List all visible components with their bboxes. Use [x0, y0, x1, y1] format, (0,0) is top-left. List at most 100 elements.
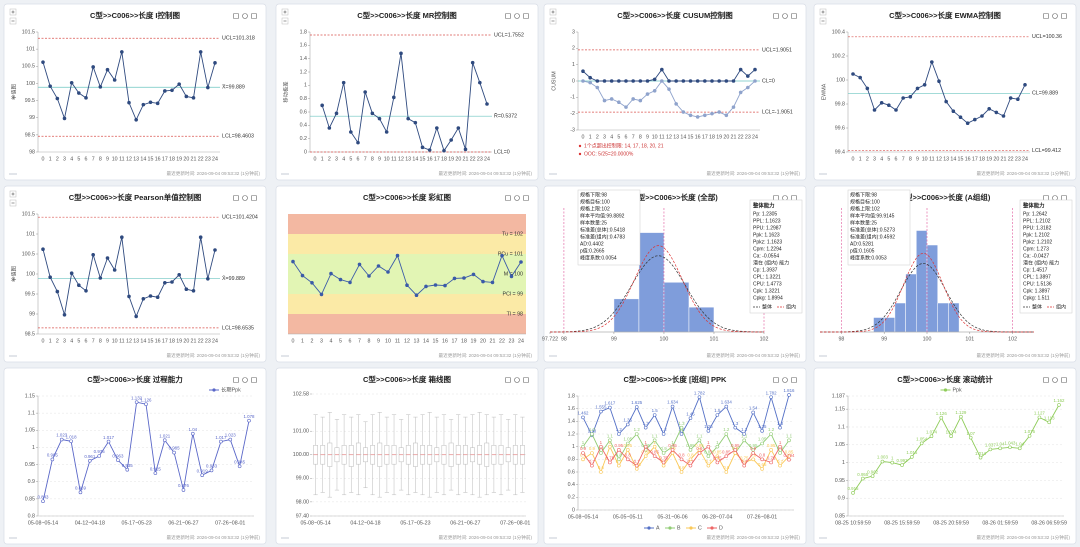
data-point [631, 79, 635, 83]
data-point [120, 50, 124, 54]
x-tick-label: 13 [943, 156, 949, 162]
data-point [652, 444, 657, 449]
data-label: 0.993 [897, 458, 909, 463]
toolbar-icon[interactable] [251, 195, 257, 201]
toolbar-icon[interactable] [773, 377, 779, 383]
data-point [599, 409, 603, 414]
x-tick-label: 05-31~06-06 [657, 514, 687, 520]
update-time: 最近更新时间: 2026-09-04 09:53:32 (1分钟前) [977, 170, 1071, 177]
data-point [670, 404, 675, 409]
data-point [153, 471, 158, 475]
x-tick-label: 23 [1015, 156, 1021, 162]
y-tick-label: 100.2 [832, 53, 845, 59]
panel-title: C型>>C006>>长度 过程能力 [87, 374, 182, 384]
toolbar-icon[interactable] [1061, 13, 1067, 19]
data-label: 0.85 [641, 449, 650, 454]
data-point [697, 438, 702, 443]
x-tick-label: 99 [611, 336, 617, 342]
toolbar-icon[interactable] [514, 195, 520, 201]
x-tick-label: 17 [452, 338, 458, 344]
toolbar-icon[interactable] [791, 377, 797, 383]
toolbar-icon[interactable] [251, 13, 257, 19]
toolbar-icon[interactable] [1043, 377, 1049, 383]
x-tick-label: 18 [169, 338, 175, 344]
normal-curve [820, 252, 1034, 333]
data-point [228, 437, 233, 442]
stat-text: 规格下限:98 [580, 191, 607, 198]
x-tick-label: 7 [364, 156, 367, 162]
x-tick-label: 17 [972, 156, 978, 162]
y-tick-label: 2 [572, 46, 575, 52]
panel-title: C型>>C006>>长度 I控制图 [90, 10, 181, 20]
legend-marker [647, 526, 651, 530]
toolbar-icon[interactable] [242, 377, 248, 383]
data-point [731, 105, 736, 109]
toolbar-icon[interactable] [782, 13, 788, 19]
data-point [177, 272, 181, 277]
data-point [367, 274, 371, 278]
toolbar-icon[interactable] [523, 13, 529, 19]
data-point [356, 140, 360, 145]
note: 1个点超出控制限: 14, 17, 18, 20, 21 [584, 142, 664, 149]
data-point [645, 79, 650, 83]
legend-label: 整体 [1032, 303, 1042, 310]
toolbar-icon[interactable] [1043, 13, 1049, 19]
data-point [697, 395, 702, 399]
x-tick-label: 13 [414, 338, 420, 344]
panel-title: C型>>C006>>长度 (全部) [632, 192, 718, 202]
toolbar-icon[interactable] [1061, 377, 1067, 383]
data-point [715, 454, 720, 458]
data-label: 1.617 [604, 401, 616, 406]
toolbar-icon[interactable] [233, 377, 239, 383]
x-tick-label: 6 [85, 156, 88, 162]
data-point [643, 444, 648, 449]
toolbar-icon[interactable] [1052, 377, 1058, 383]
data-label: 0.6 [678, 465, 685, 470]
x-tick-label: 15 [420, 156, 426, 162]
panel [813, 367, 1077, 545]
legend-label: D [719, 525, 723, 531]
toolbar-icon[interactable] [242, 195, 248, 201]
data-point [760, 429, 764, 433]
data-label: 0.75 [713, 456, 722, 461]
limit-label: LCL=98.4603 [222, 134, 254, 140]
toolbar-icon[interactable] [505, 13, 511, 19]
data-point [319, 292, 324, 297]
toolbar-icon[interactable] [233, 195, 239, 201]
data-point [724, 470, 729, 474]
y-tick-label: 1.4 [300, 56, 307, 62]
data-point [162, 438, 167, 443]
x-tick-label: 21 [731, 134, 737, 140]
x-tick-label: 24 [1022, 156, 1028, 162]
toolbar-icon[interactable] [514, 13, 520, 19]
x-tick-label: 11 [119, 156, 125, 162]
toolbar-icon[interactable] [773, 13, 779, 19]
toolbar-icon[interactable] [251, 377, 257, 383]
toolbar-icon[interactable] [505, 195, 511, 201]
data-point [724, 79, 729, 83]
y-tick-label: 1 [32, 445, 35, 451]
data-point [247, 418, 251, 423]
toolbar-icon[interactable] [242, 13, 248, 19]
stat-text: 样本数量:25 [580, 219, 607, 226]
toolbar-icon[interactable] [514, 377, 520, 383]
toolbar-icon[interactable] [1052, 13, 1058, 19]
footer-bar [549, 537, 557, 539]
data-point [41, 247, 45, 251]
capability-text: Cpm: 1.2294 [753, 246, 782, 252]
toolbar-icon[interactable] [505, 377, 511, 383]
capability-text: Cpm: 1.273 [1023, 246, 1049, 252]
toolbar-icon[interactable] [523, 195, 529, 201]
data-label: 1.45 [686, 411, 695, 416]
toolbar-icon[interactable] [782, 377, 788, 383]
toolbar-icon[interactable] [523, 377, 529, 383]
x-tick-label: 4 [70, 338, 73, 344]
data-point [141, 296, 146, 301]
data-label: 1.016 [906, 450, 918, 455]
data-point [338, 277, 343, 282]
toolbar-icon[interactable] [791, 13, 797, 19]
y-tick-label: 1.4 [568, 419, 575, 425]
toolbar-icon[interactable] [233, 13, 239, 19]
update-time: 最近更新时间: 2026-09-04 09:53:32 (1分钟前) [977, 534, 1071, 541]
